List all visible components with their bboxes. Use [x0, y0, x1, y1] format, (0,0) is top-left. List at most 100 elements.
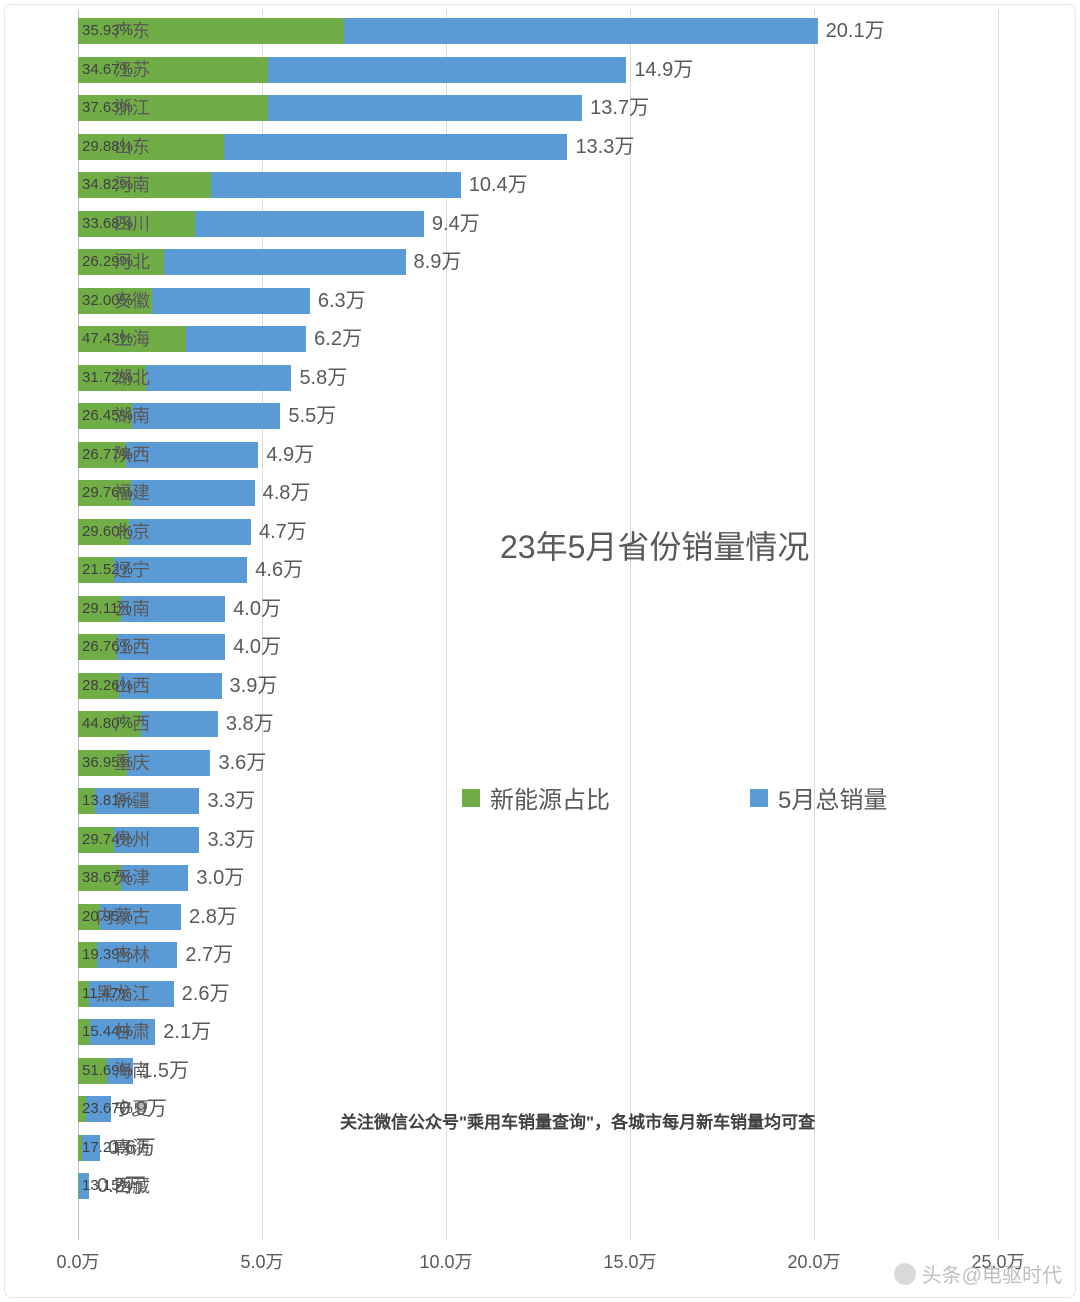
value-label: 3.6万 [218, 750, 266, 776]
value-label: 3.9万 [230, 673, 278, 699]
bar-row: 31.72%5.8万 [78, 365, 998, 391]
y-category-label: 江西 [114, 634, 150, 660]
y-category-label: 宁夏 [114, 1096, 150, 1122]
value-label: 3.0万 [196, 865, 244, 891]
y-category-label: 广西 [114, 711, 150, 737]
bar-row: 29.11%4.0万 [78, 596, 998, 622]
y-category-label: 天津 [114, 865, 150, 891]
value-label: 2.1万 [163, 1019, 211, 1045]
value-label: 9.4万 [432, 211, 480, 237]
x-tick-label: 15.0万 [603, 1248, 656, 1274]
legend-label-nev: 新能源占比 [490, 780, 610, 815]
legend-item-nev: 新能源占比 [462, 780, 610, 815]
y-category-label: 上海 [114, 326, 150, 352]
y-category-label: 湖北 [114, 365, 150, 391]
value-label: 2.7万 [185, 942, 233, 968]
y-category-label: 贵州 [114, 827, 150, 853]
value-label: 4.0万 [233, 634, 281, 660]
value-label: 6.3万 [318, 288, 366, 314]
value-label: 20.1万 [826, 18, 885, 44]
bar-row: 26.76%4.0万 [78, 634, 998, 660]
y-category-label: 吉林 [114, 942, 150, 968]
bar-row: 29.88%13.3万 [78, 134, 998, 160]
y-category-label: 陕西 [114, 442, 150, 468]
bar-row: 26.77%4.9万 [78, 442, 998, 468]
y-category-label: 辽宁 [114, 557, 150, 583]
x-tick-label: 20.0万 [787, 1248, 840, 1274]
value-label: 2.6万 [182, 981, 230, 1007]
bar-row: 17.21%0.6万 [78, 1135, 998, 1161]
bar-row: 44.80%3.8万 [78, 711, 998, 737]
value-label: 2.8万 [189, 904, 237, 930]
bar-row: 47.43%6.2万 [78, 326, 998, 352]
bar-row: 51.69%1.5万 [78, 1058, 998, 1084]
y-category-label: 北京 [114, 519, 150, 545]
y-category-label: 湖南 [114, 403, 150, 429]
watermark-text: 头条@电驱时代 [922, 1259, 1062, 1288]
bar-row: 19.39%2.7万 [78, 942, 998, 968]
bar-row: 34.82%10.4万 [78, 172, 998, 198]
value-label: 6.2万 [314, 326, 362, 352]
legend-swatch-nev [462, 789, 480, 807]
chart-title: 23年5月省份销量情况 [500, 522, 809, 568]
value-label: 4.6万 [255, 557, 303, 583]
value-label: 4.9万 [266, 442, 314, 468]
y-category-label: 西藏 [114, 1173, 150, 1199]
value-label: 13.7万 [590, 95, 649, 121]
plot-container: 35.93%20.1万 34.67%14.9万 37.63%13.7万 29.88%1… [78, 10, 998, 1240]
value-label: 8.9万 [414, 249, 462, 275]
value-label: 5.8万 [299, 365, 347, 391]
y-category-label: 河北 [114, 249, 150, 275]
bar-row: 38.67%3.0万 [78, 865, 998, 891]
y-category-label: 河南 [114, 172, 150, 198]
bar-row: 15.44%2.1万 [78, 1019, 998, 1045]
bar-row: 26.29%8.9万 [78, 249, 998, 275]
y-category-label: 云南 [114, 596, 150, 622]
footer-note: 关注微信公众号"乘用车销量查询"，各城市每月新车销量均可查 [340, 1108, 815, 1133]
y-category-label: 浙江 [114, 95, 150, 121]
gridline [998, 10, 999, 1240]
y-category-label: 山西 [114, 673, 150, 699]
legend-label-total: 5月总销量 [778, 780, 887, 815]
legend-swatch-total [750, 789, 768, 807]
bar-row: 11.47%2.6万 [78, 981, 998, 1007]
bar-row: 13.15%0.3万 [78, 1173, 998, 1199]
bar-row: 29.76%4.8万 [78, 480, 998, 506]
bar-nev-share [78, 1173, 79, 1199]
bar-row: 26.45%5.5万 [78, 403, 998, 429]
value-label: 5.5万 [288, 403, 336, 429]
bar-row: 29.74%3.3万 [78, 827, 998, 853]
value-label: 4.8万 [263, 480, 311, 506]
y-category-label: 黑龙江 [96, 981, 150, 1007]
bar-row: 36.95%3.6万 [78, 750, 998, 776]
value-label: 10.4万 [469, 172, 528, 198]
x-tick-label: 5.0万 [240, 1248, 283, 1274]
y-category-label: 海南 [114, 1058, 150, 1084]
y-category-label: 福建 [114, 480, 150, 506]
y-category-label: 安徽 [114, 288, 150, 314]
bar-row: 28.26%3.9万 [78, 673, 998, 699]
bar-row: 37.63%13.7万 [78, 95, 998, 121]
chart-plot-area: 35.93%20.1万 34.67%14.9万 37.63%13.7万 29.88%1… [78, 10, 998, 1240]
y-category-label: 江苏 [114, 57, 150, 83]
bar-row: 35.93%20.1万 [78, 18, 998, 44]
legend-item-total: 5月总销量 [750, 780, 887, 815]
y-category-label: 内蒙古 [96, 904, 150, 930]
value-label: 14.9万 [634, 57, 693, 83]
y-category-label: 广东 [114, 18, 150, 44]
x-tick-label: 0.0万 [56, 1248, 99, 1274]
value-label: 4.7万 [259, 519, 307, 545]
value-label: 4.0万 [233, 596, 281, 622]
y-category-label: 新疆 [114, 788, 150, 814]
bar-row: 20.95%2.8万 [78, 904, 998, 930]
bar-row: 34.67%14.9万 [78, 57, 998, 83]
bar-row: 33.68%9.4万 [78, 211, 998, 237]
x-tick-label: 10.0万 [419, 1248, 472, 1274]
bar-row: 32.00%6.3万 [78, 288, 998, 314]
watermark: 头条@电驱时代 [894, 1259, 1062, 1288]
y-category-label: 山东 [114, 134, 150, 160]
y-category-label: 重庆 [114, 750, 150, 776]
watermark-icon [894, 1263, 916, 1285]
value-label: 3.3万 [207, 788, 255, 814]
y-category-label: 甘肃 [114, 1019, 150, 1045]
